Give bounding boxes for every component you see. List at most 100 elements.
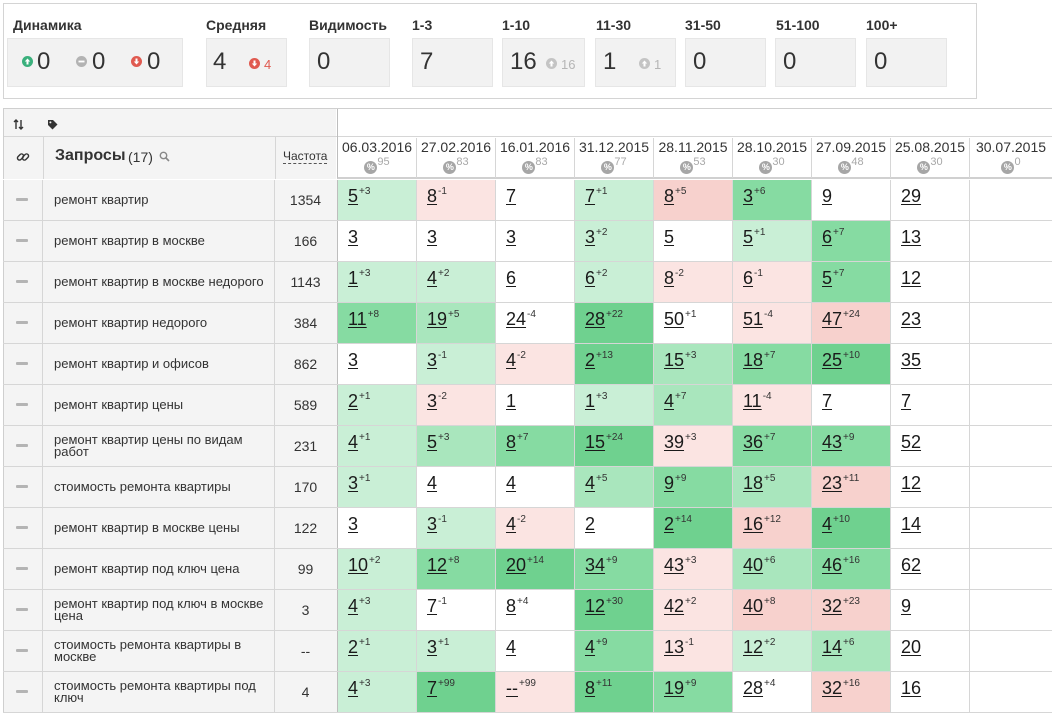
position-number[interactable]: 35 [901,350,922,370]
position-value[interactable]: 5+3 [427,432,449,453]
position-cell[interactable]: 4+5 [575,467,654,507]
position-cell[interactable]: 4 [496,467,575,507]
position-cell[interactable]: 3 [338,508,417,548]
position-value[interactable]: 12+8 [427,555,459,576]
position-value[interactable]: 42+2 [664,596,696,617]
position-value[interactable]: 3+1 [427,637,449,658]
position-value[interactable]: 4+1 [348,432,370,453]
position-value[interactable]: 20+14 [506,555,544,576]
position-cell[interactable]: 6+7 [812,221,891,261]
tag-icon[interactable] [47,117,58,135]
position-number[interactable]: 14 [901,514,922,534]
position-value[interactable]: 9 [822,186,832,207]
position-number[interactable]: 7 [427,596,438,616]
position-number[interactable]: 4 [348,678,359,698]
position-value[interactable]: 3+6 [743,186,765,207]
position-number[interactable]: 3 [427,350,438,370]
position-cell[interactable]: 8+7 [496,426,575,466]
position-value[interactable]: 1 [506,391,516,412]
position-value[interactable]: 5+7 [822,268,844,289]
date-column-header[interactable]: 30.07.2015% 0 [970,138,1052,178]
position-cell[interactable]: 9+9 [654,467,733,507]
position-value[interactable]: 7+99 [427,678,455,699]
position-number[interactable]: 50 [664,309,685,329]
position-cell[interactable]: 1 [496,385,575,425]
position-cell[interactable]: 11+8 [338,303,417,343]
position-number[interactable]: 40 [743,596,764,616]
position-number[interactable]: 11 [743,391,762,411]
position-value[interactable]: 1+3 [585,391,607,412]
position-value[interactable]: 8+4 [506,596,528,617]
date-column-header[interactable]: 25.08.2015% 30 [891,138,970,178]
position-number[interactable]: 5 [348,186,359,206]
position-value[interactable]: 4+3 [348,678,370,699]
position-cell[interactable]: 3-1 [417,508,496,548]
position-cell[interactable]: 3-2 [417,385,496,425]
position-value[interactable]: 15+24 [585,432,623,453]
position-number[interactable]: 43 [822,432,843,452]
position-number[interactable]: 51 [743,309,764,329]
position-number[interactable]: 10 [348,555,369,575]
position-value[interactable]: 8+11 [585,678,612,699]
position-cell[interactable]: 4+1 [338,426,417,466]
position-number[interactable]: 19 [427,309,448,329]
position-value[interactable]: 43+9 [822,432,854,453]
position-number[interactable]: 12 [585,596,606,616]
position-value[interactable]: 3+1 [348,473,370,494]
position-number[interactable]: 4 [506,350,517,370]
position-number[interactable]: 62 [901,555,922,575]
position-value[interactable]: 2 [585,514,595,535]
position-number[interactable]: 8 [506,596,517,616]
position-number[interactable]: 32 [822,596,843,616]
position-cell[interactable]: 39+3 [654,426,733,466]
position-cell[interactable]: 40+6 [733,549,812,589]
position-number[interactable]: 2 [664,514,675,534]
position-value[interactable]: 40+8 [743,596,775,617]
position-cell[interactable]: 40+8 [733,590,812,630]
position-cell[interactable]: 5+1 [733,221,812,261]
position-number[interactable]: 14 [822,637,843,657]
position-number[interactable]: 32 [822,678,843,698]
position-cell[interactable]: 46+16 [812,549,891,589]
position-cell[interactable]: 8+4 [496,590,575,630]
position-cell[interactable]: 6+2 [575,262,654,302]
position-number[interactable]: 4 [506,473,517,493]
position-cell[interactable]: 28+22 [575,303,654,343]
position-value[interactable]: --+99 [506,678,536,699]
position-value[interactable]: 18+7 [743,350,775,371]
position-number[interactable]: 36 [743,432,764,452]
position-number[interactable]: 8 [585,678,596,698]
position-cell[interactable]: 12+30 [575,590,654,630]
position-number[interactable]: 3 [427,391,438,411]
position-number[interactable]: 5 [743,227,754,247]
position-cell[interactable]: 2+14 [654,508,733,548]
position-number[interactable]: 18 [743,473,764,493]
position-number[interactable]: 4 [585,637,596,657]
position-cell[interactable]: 19+5 [417,303,496,343]
row-toggle-icon[interactable] [16,567,28,570]
position-cell[interactable]: 43+9 [812,426,891,466]
position-number[interactable]: 3 [585,227,596,247]
position-value[interactable]: 29 [901,186,921,207]
row-toggle-icon[interactable] [16,239,28,242]
position-value[interactable]: 8-1 [427,186,447,207]
position-value[interactable]: 14+6 [822,637,854,658]
position-value[interactable]: 13 [901,227,921,248]
position-value[interactable]: 32+16 [822,678,860,699]
position-value[interactable]: 16+12 [743,514,781,535]
position-number[interactable]: 12 [427,555,448,575]
position-value[interactable]: 3 [427,227,437,248]
position-cell[interactable]: 9 [891,590,970,630]
position-number[interactable]: 12 [901,268,922,288]
position-cell[interactable]: 12+2 [733,631,812,671]
position-value[interactable]: 32+23 [822,596,860,617]
position-cell[interactable]: 4-2 [496,344,575,384]
position-value[interactable]: 4 [506,637,516,658]
position-number[interactable]: 7 [822,391,833,411]
position-value[interactable]: 24-4 [506,309,536,330]
position-value[interactable]: 1+3 [348,268,370,289]
position-cell[interactable]: 51-4 [733,303,812,343]
position-cell[interactable]: 7 [891,385,970,425]
position-value[interactable]: 40+6 [743,555,775,576]
position-number[interactable]: 24 [506,309,527,329]
